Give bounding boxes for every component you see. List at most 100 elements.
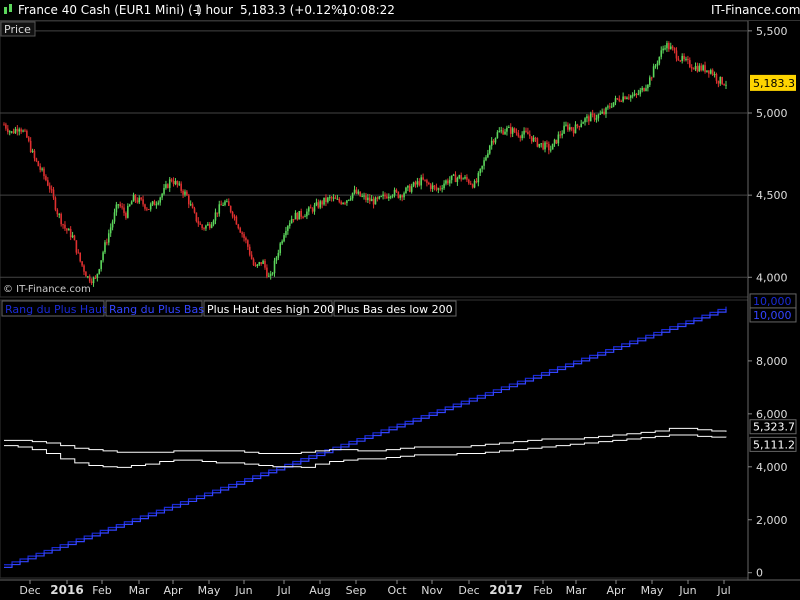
indicator-value-tag — [749, 419, 797, 435]
candle-body — [496, 132, 499, 139]
candle-body — [287, 226, 289, 231]
legend-entry[interactable]: Rang du Plus Bas — [109, 303, 204, 316]
candle-body — [283, 235, 285, 242]
interval-label[interactable]: 1 hour — [194, 3, 233, 17]
candle-body — [629, 95, 632, 98]
candle-body — [711, 70, 714, 75]
candle-body — [144, 204, 146, 209]
candle-body — [511, 128, 514, 134]
candle-body — [33, 150, 36, 159]
candle-body — [157, 202, 160, 205]
candle-body — [685, 58, 687, 60]
candle-body — [328, 197, 331, 199]
candle-body — [29, 140, 32, 152]
candle-body — [279, 243, 282, 254]
time-tick-label: Apr — [606, 584, 626, 597]
legend-box[interactable] — [1, 300, 105, 317]
candle-body — [250, 254, 253, 260]
candle-body — [538, 143, 541, 147]
candle-body — [494, 138, 497, 143]
candle-body — [668, 43, 670, 50]
candle-body — [199, 223, 202, 225]
candle-body — [593, 114, 596, 120]
legend-entry[interactable]: Rang du Plus Haut — [5, 303, 107, 316]
candle-body — [321, 201, 323, 205]
indicator-tick-label: 2,000 — [756, 514, 788, 527]
candle-body — [127, 206, 129, 218]
candle-body — [669, 46, 672, 50]
candle-body — [532, 137, 535, 142]
candle-body — [525, 130, 527, 132]
candle-body — [92, 277, 95, 284]
price-panel-frame — [0, 20, 749, 298]
candle-body — [631, 95, 634, 97]
candle-body — [115, 204, 118, 213]
candle-body — [597, 114, 600, 119]
candle-body — [687, 58, 689, 61]
indicator-tick-label: 8,000 — [756, 355, 788, 368]
candle-body — [483, 160, 485, 166]
candle-body — [243, 234, 245, 238]
candle-body — [67, 229, 70, 231]
legend-entry[interactable]: Plus Haut des high 200 — [207, 303, 334, 316]
candle-body — [269, 274, 272, 276]
candle-body — [187, 195, 190, 205]
candle-body — [178, 183, 181, 185]
candle-body — [39, 166, 41, 170]
time-tick-label: Oct — [387, 584, 407, 597]
candle-body — [267, 275, 270, 277]
candle-body — [706, 70, 708, 72]
candle-body — [172, 181, 175, 185]
brand-label[interactable]: IT-Finance.com — [711, 3, 800, 17]
legend-box[interactable] — [105, 300, 203, 317]
candle-body — [81, 261, 83, 266]
candle-body — [460, 175, 463, 180]
legend-box[interactable] — [203, 300, 333, 317]
candle-body — [567, 124, 569, 130]
candle-body — [717, 80, 720, 84]
candle-body — [100, 260, 102, 270]
candle-body — [386, 196, 388, 199]
candle-body — [58, 214, 61, 216]
candle-body — [229, 205, 232, 212]
candle-body — [424, 179, 426, 181]
indicator-value: 10,000 — [753, 309, 792, 322]
candle-body — [256, 264, 259, 267]
candle-body — [306, 211, 308, 217]
candle-body — [574, 124, 577, 134]
candle-body — [334, 197, 337, 199]
candle-body — [414, 182, 417, 185]
candle-body — [422, 177, 424, 180]
legend-box[interactable] — [333, 300, 457, 317]
candle-body — [380, 196, 382, 198]
time-tick-label: Sep — [346, 584, 367, 597]
candle-body — [376, 197, 379, 199]
candle-body — [107, 233, 110, 243]
candle-body — [214, 212, 217, 221]
candle-body — [43, 168, 45, 177]
indicator-value: 5,111.2 — [753, 438, 795, 451]
candle-body — [41, 168, 43, 170]
candle-body — [410, 186, 413, 192]
candle-body — [548, 143, 550, 151]
candle-body — [378, 196, 381, 199]
candle-body — [281, 241, 283, 244]
candle-body — [391, 195, 394, 197]
legend-entry[interactable]: Plus Bas des low 200 — [337, 303, 453, 316]
candle-body — [247, 240, 249, 247]
chart-type-icon[interactable] — [3, 4, 13, 15]
candle-body — [454, 174, 457, 183]
candle-body — [536, 138, 539, 147]
candle-body — [544, 142, 546, 150]
candle-body — [35, 158, 38, 162]
candle-body — [447, 180, 449, 184]
candle-body — [109, 227, 112, 234]
candle-body — [311, 208, 314, 212]
time-tick-label: Feb — [92, 584, 111, 597]
candle-body — [513, 128, 516, 132]
candle-body — [384, 194, 386, 197]
candle-body — [408, 185, 411, 192]
candle-body — [433, 185, 436, 187]
candle-body — [7, 128, 9, 133]
candle-body — [595, 118, 598, 120]
